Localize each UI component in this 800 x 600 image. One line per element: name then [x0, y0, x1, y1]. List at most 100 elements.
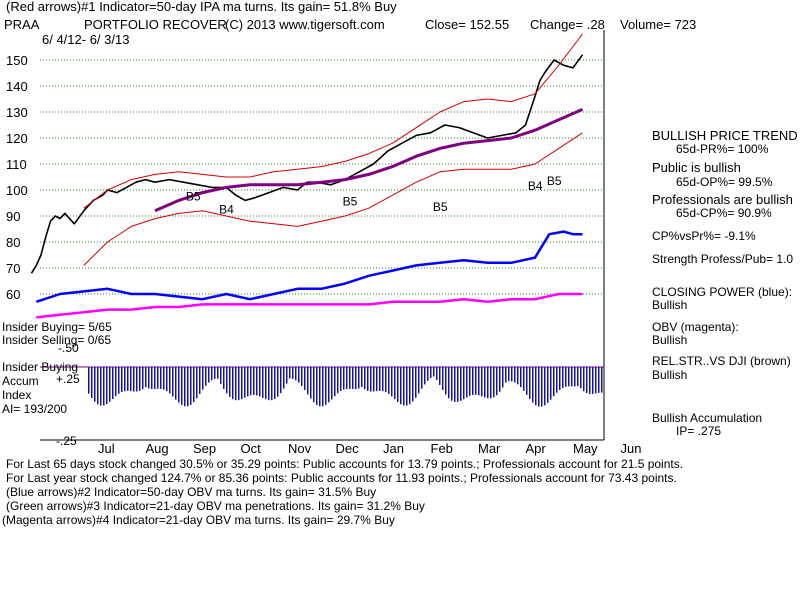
accum-bar [220, 367, 222, 384]
accum-bar [184, 367, 186, 407]
accum-bar [214, 367, 216, 379]
accum-bar [319, 367, 321, 407]
accum-bar [376, 367, 378, 392]
accum-bar [154, 367, 156, 389]
y-tick-label: 90 [6, 209, 20, 224]
accum-bar [508, 367, 510, 382]
accum-bar [286, 367, 288, 384]
prof-title: Professionals are bullish [652, 192, 793, 207]
tick-minus50: -.50 [58, 341, 79, 355]
y-tick-labels: 60 70 80 90 100 110 120 130 140 150 [6, 53, 28, 302]
arrow-label: B5 [186, 189, 201, 203]
accum-bar [229, 367, 231, 397]
accum-bar [559, 367, 561, 390]
arrow-label: B5 [433, 200, 448, 214]
accum-bar [226, 367, 228, 394]
x-tick-label: Nov [288, 441, 312, 456]
accum-bar [352, 367, 354, 389]
accum-bar [541, 367, 543, 407]
signal-arrows: B5 B4 B5 B5 B4 B5 [186, 174, 562, 217]
accum-bar [187, 367, 189, 407]
ip-value: IP= .275 [676, 424, 721, 438]
arrow-label: B5 [547, 174, 562, 188]
y-tick-label: 110 [6, 157, 27, 172]
pr-pct: 65d-PR%= 100% [676, 142, 769, 156]
footer-line4: (Green arrows)#3 Indicator=21-day OBV ma… [6, 499, 425, 513]
accumulation-bars [88, 367, 603, 407]
accum-bar [310, 367, 312, 399]
arrow-label: B5 [343, 195, 358, 209]
cp-vs-pr: CP%vsPr%= -9.1% [652, 229, 756, 243]
accum-bar [280, 367, 282, 394]
accum-bar [601, 367, 603, 393]
accum-bar [520, 367, 522, 388]
obv-label: OBV (magenta): [652, 320, 739, 334]
accum-bar [403, 367, 405, 406]
accum-bar [307, 367, 309, 395]
series-line-closing-power-blue- [35, 230, 583, 303]
accum-bar [382, 367, 384, 392]
accum-bar [337, 367, 339, 394]
closing-power-value: Bullish [652, 298, 687, 312]
accum-bar [205, 367, 207, 386]
accum-bar [244, 367, 246, 398]
accum-bar [166, 367, 168, 392]
tick-minus25: -.25 [56, 434, 77, 448]
accum-bar [208, 367, 210, 383]
accum-bar [169, 367, 171, 394]
accum-bar [358, 367, 360, 389]
accum-bar [103, 367, 105, 406]
x-tick-label: Feb [431, 441, 453, 456]
accum-bar [301, 367, 303, 386]
accum-bar [235, 367, 237, 401]
accum-bar [469, 367, 471, 396]
x-tick-label: Oct [241, 441, 262, 456]
cp-pct: 65d-CP%= 90.9% [676, 206, 772, 220]
accum-bar [247, 367, 249, 397]
accum-bar [412, 367, 414, 402]
accum-bar [481, 367, 483, 397]
accum-bar [394, 367, 396, 400]
insider-selling-count: Insider Selling= 0/65 [2, 333, 111, 347]
x-tick-label: May [573, 441, 598, 456]
y-tick-label: 70 [6, 261, 20, 276]
accum-bar [193, 367, 195, 403]
accum-bar [424, 367, 426, 385]
accum-bar [496, 367, 498, 396]
accum-bar [265, 367, 267, 400]
accum-bar [466, 367, 468, 398]
series-line-upper-band [83, 33, 583, 209]
y-tick-label: 80 [6, 235, 20, 250]
accum-bar [289, 367, 291, 379]
accum-bar [454, 367, 456, 402]
accum-bar [178, 367, 180, 403]
strength: Strength Profess/Pub= 1.0 [652, 252, 793, 266]
accum-bar [373, 367, 375, 392]
accum-bar [328, 367, 330, 403]
accum-bar [253, 367, 255, 396]
accum-bar [556, 367, 558, 393]
accum-bar [436, 367, 438, 381]
y-tick-label: 120 [6, 131, 28, 146]
accum-bar [517, 367, 519, 385]
accum-bar [181, 367, 183, 405]
x-tick-label: Dec [336, 441, 360, 456]
accum-bar [133, 367, 135, 392]
accum-bar [274, 367, 276, 400]
series-line-obv-magenta- [36, 292, 583, 319]
accum-bar [160, 367, 162, 389]
company-name: PORTFOLIO RECOVER [84, 17, 227, 32]
accum-bar [340, 367, 342, 392]
obv-value: Bullish [652, 333, 687, 347]
accum-bar [490, 367, 492, 399]
accum-bar [238, 367, 240, 401]
accum-bar [586, 367, 588, 394]
accum-bar [532, 367, 534, 403]
accum-bar [148, 367, 150, 389]
accum-index-label: Accum [2, 374, 39, 388]
accum-bar [259, 367, 261, 397]
accum-bar [271, 367, 273, 401]
accum-bar [190, 367, 192, 405]
volume-value: Volume= 723 [620, 17, 696, 32]
accum-bar [145, 367, 147, 388]
